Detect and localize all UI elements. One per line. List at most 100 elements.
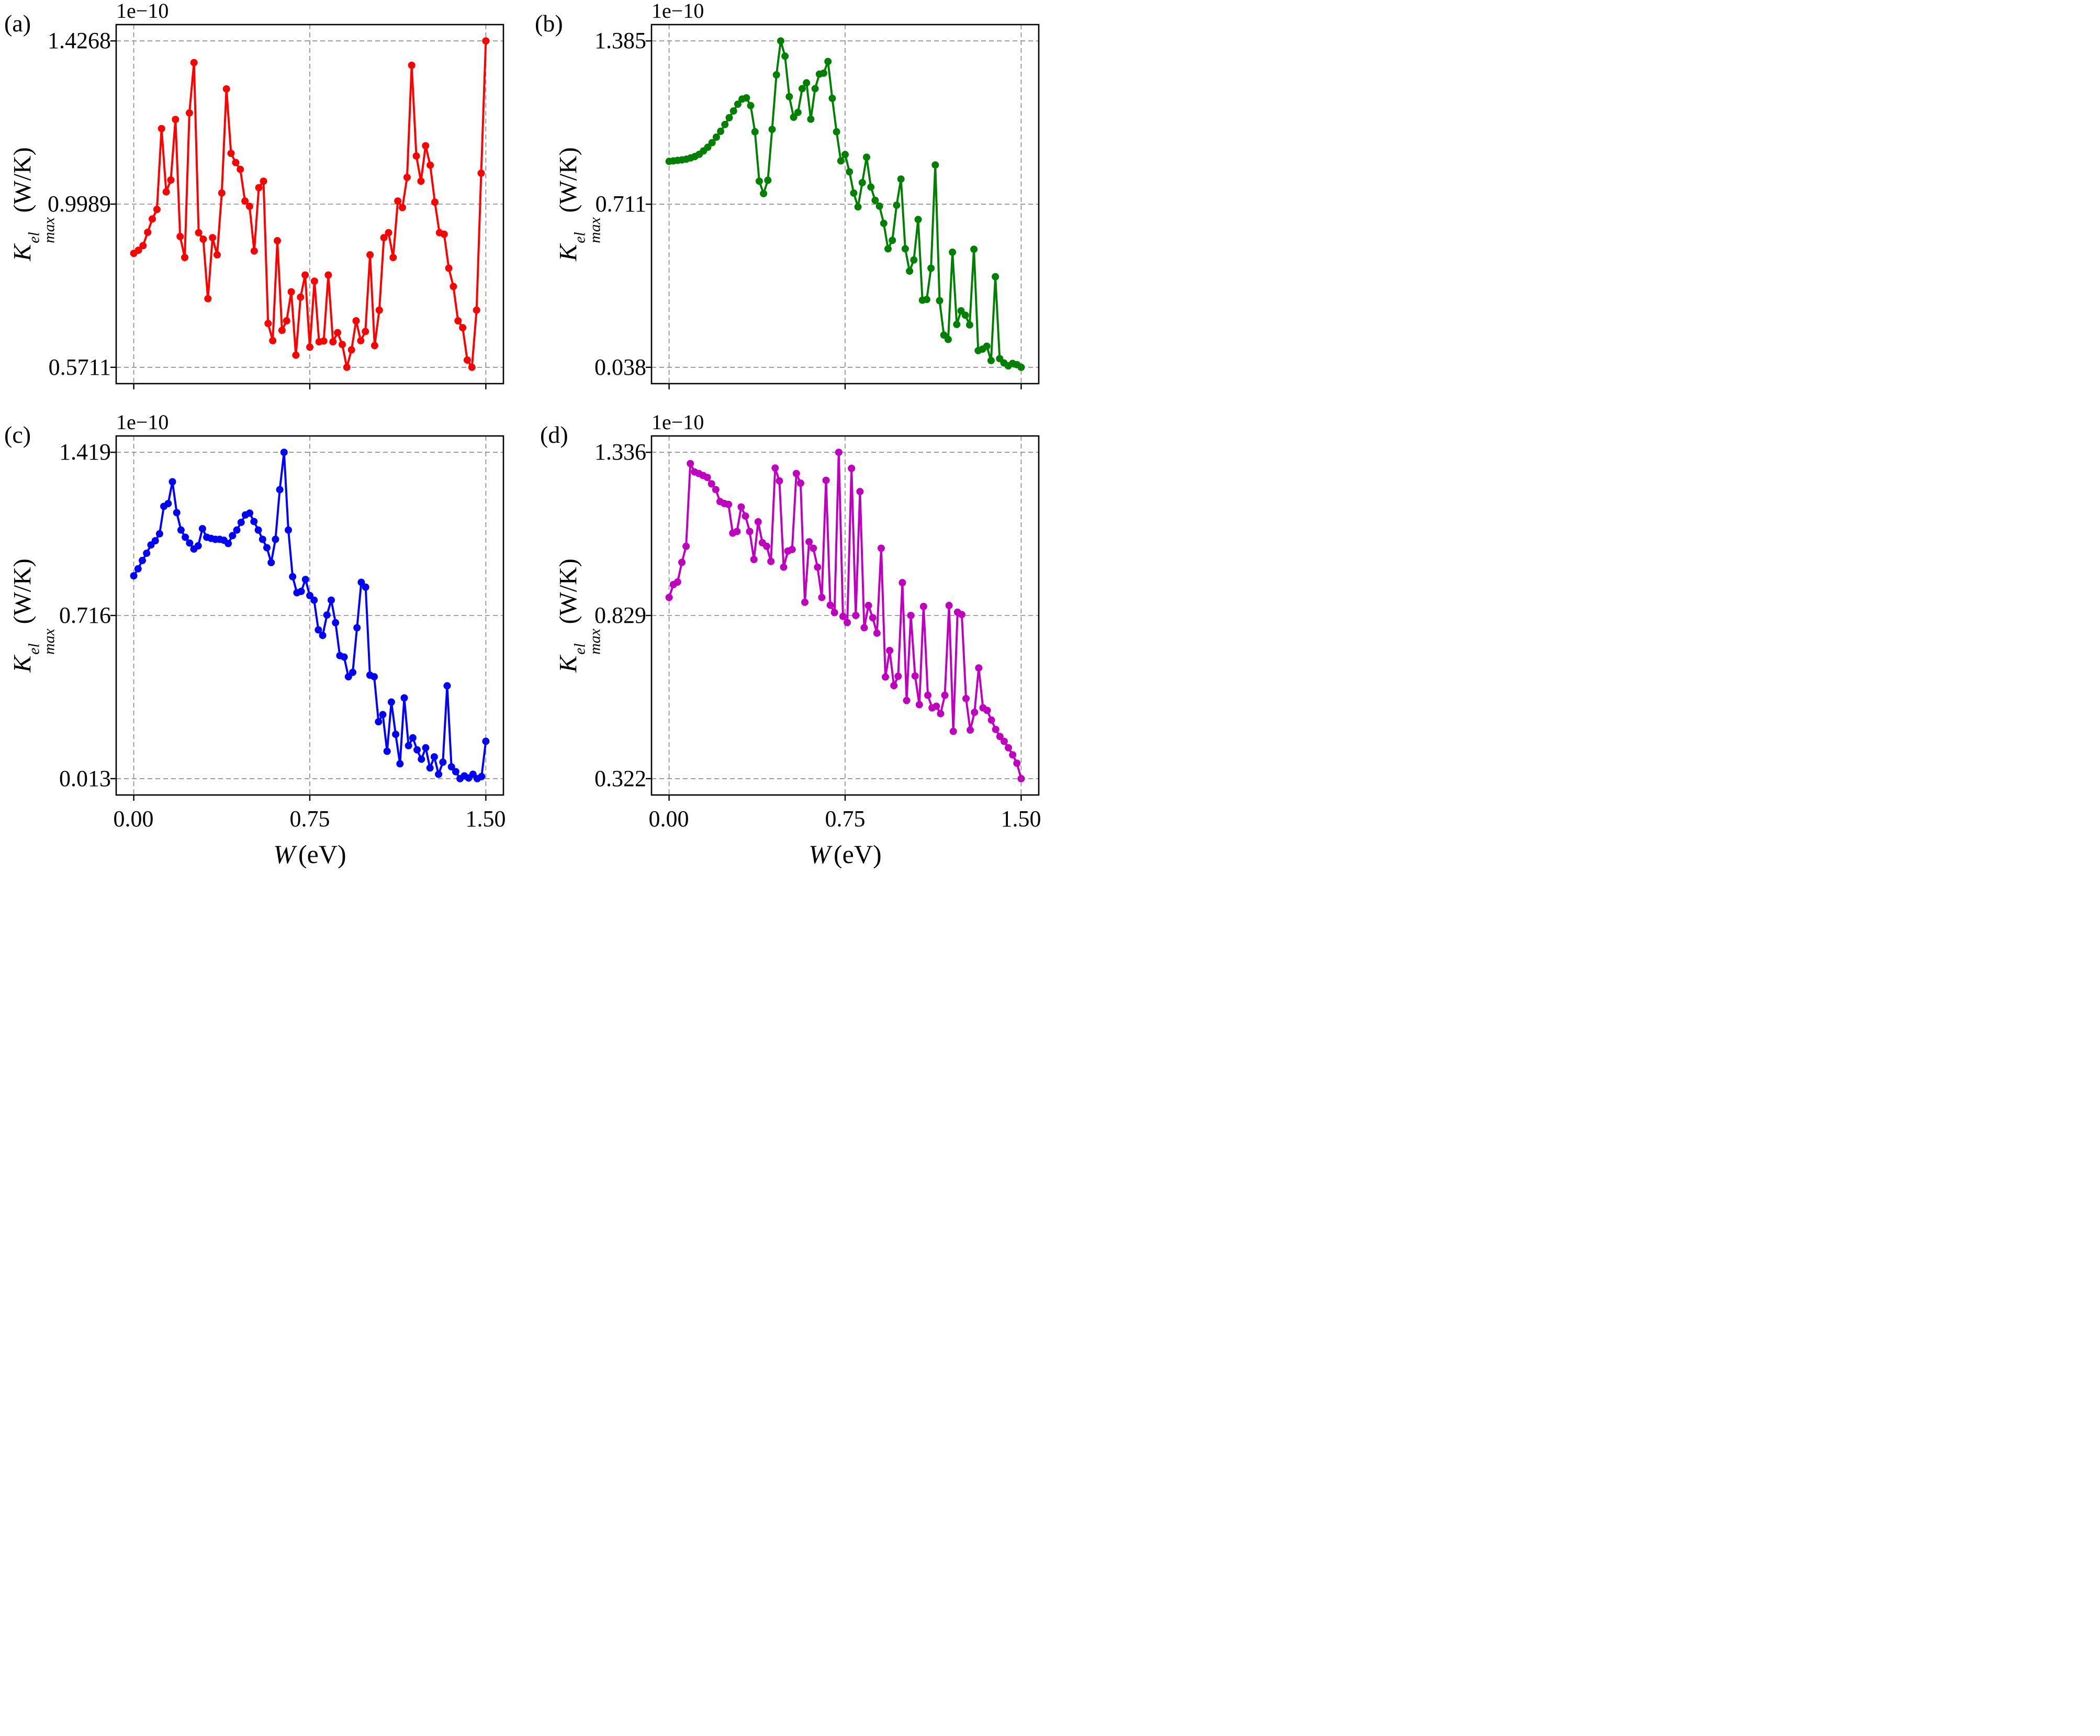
data-point-marker [820, 69, 827, 77]
data-point-marker [269, 337, 277, 344]
data-point-marker [151, 537, 159, 545]
data-point-marker [349, 668, 356, 676]
data-point-marker [742, 512, 749, 520]
data-point-marker [383, 747, 391, 755]
data-point-marker [473, 306, 480, 314]
axes-spines [115, 435, 504, 796]
data-point-marker [1017, 775, 1025, 782]
data-point-marker [478, 772, 486, 780]
data-point-marker [134, 247, 142, 254]
data-point-marker [826, 601, 834, 609]
data-point-marker [389, 254, 397, 261]
data-point-marker [729, 107, 737, 115]
data-point-marker [788, 545, 796, 553]
data-point-marker [803, 79, 811, 87]
data-point-marker [324, 271, 332, 279]
data-point-marker [750, 556, 758, 563]
data-point-marker [459, 324, 467, 332]
data-point-marker [482, 37, 490, 45]
data-point-marker [198, 525, 206, 533]
data-point-marker [839, 612, 847, 620]
data-point-marker [721, 120, 729, 128]
data-point-marker [884, 245, 892, 253]
data-point-marker [399, 204, 406, 211]
y-tick-label: 0.711 [595, 191, 646, 217]
data-point-marker [440, 230, 448, 238]
data-point-marker [764, 176, 772, 184]
data-point-marker [987, 716, 995, 724]
data-point-marker [860, 624, 868, 632]
data-point-marker [260, 177, 267, 185]
data-point-marker [877, 544, 885, 552]
data-point-marker [347, 346, 355, 354]
data-point-marker [158, 125, 165, 132]
data-point-marker [306, 591, 313, 599]
data-point-marker [1013, 759, 1021, 767]
data-point-marker [454, 317, 462, 324]
data-point-marker [405, 742, 412, 749]
data-point-marker [772, 71, 780, 79]
data-point-marker [848, 464, 856, 472]
data-point-marker [375, 306, 383, 314]
data-point-marker [447, 763, 455, 771]
data-point-marker [687, 460, 694, 467]
data-point-marker [339, 341, 346, 349]
data-point-marker [186, 539, 194, 547]
data-point-marker [482, 737, 490, 745]
y-axis-superscript: el [571, 232, 589, 243]
data-point-marker [278, 327, 286, 334]
data-point-marker [164, 500, 172, 508]
data-point-marker [830, 609, 838, 617]
data-point-marker [366, 251, 374, 259]
x-tick-label: 0.75 [289, 806, 330, 832]
data-point-marker [890, 682, 898, 690]
x-axis-symbol: W [273, 839, 296, 868]
data-point-marker [357, 578, 365, 586]
data-point-marker [139, 242, 147, 250]
data-point-marker [856, 488, 864, 496]
x-tick-label: 1.50 [1001, 806, 1041, 832]
data-point-marker [780, 563, 788, 571]
data-point-marker [814, 563, 822, 571]
data-point-marker [232, 159, 240, 166]
y-axis-subscript: max [40, 217, 58, 243]
data-point-marker [412, 152, 420, 160]
data-point-marker [792, 469, 800, 477]
data-point-marker [907, 612, 915, 619]
data-point-marker [477, 169, 485, 177]
x-tick-label: 0.75 [825, 806, 866, 832]
data-point-marker [886, 647, 894, 654]
data-point-marker [370, 342, 378, 350]
data-point-marker [259, 535, 266, 543]
data-point-marker [858, 179, 866, 186]
data-point-marker [1009, 751, 1017, 759]
subplot-d-canvas [646, 435, 1040, 801]
panel-label-a: (a) [4, 10, 31, 37]
y-tick-label: 0.038 [594, 354, 646, 380]
x-axis-label: W (eV) [808, 841, 881, 867]
data-point-marker [379, 711, 387, 719]
data-point-marker [332, 619, 340, 626]
data-point-marker [409, 734, 417, 742]
data-point-marker [818, 593, 826, 601]
data-point-marker [734, 100, 742, 108]
data-point-marker [958, 611, 965, 619]
data-point-marker [255, 184, 263, 192]
data-point-marker [746, 528, 754, 535]
data-point-marker [873, 629, 881, 637]
data-point-marker [413, 746, 421, 754]
data-point-marker [392, 731, 400, 738]
y-axis-superscript: el [571, 643, 589, 655]
y-axis-symbol: K [554, 655, 582, 673]
data-point-marker [422, 744, 430, 752]
data-point-marker [214, 251, 221, 259]
data-point-marker [1017, 363, 1025, 371]
data-point-marker [794, 108, 802, 116]
data-point-marker [340, 653, 348, 661]
data-point-marker [246, 509, 254, 517]
data-point-marker [867, 183, 875, 191]
data-point-marker [889, 237, 896, 244]
y-axis-scale-offset: 1e−10 [652, 0, 704, 23]
